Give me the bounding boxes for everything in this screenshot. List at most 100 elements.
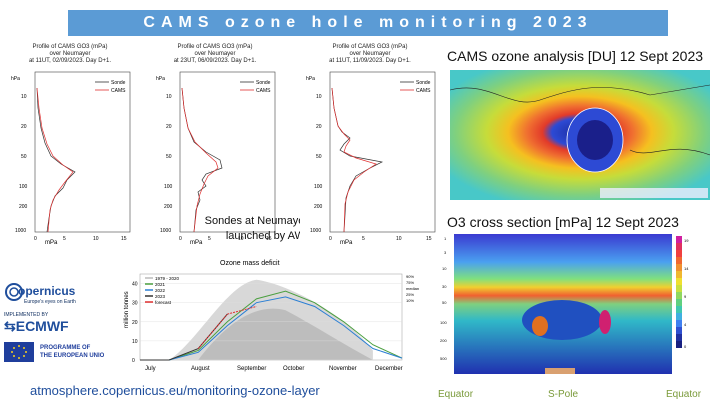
y-tick: 200 <box>314 204 323 210</box>
x-tick: 0 <box>329 236 332 242</box>
deficit-chart-panel: Ozone mass deficit 0 10 20 30 40 July August Se… <box>120 260 420 380</box>
x-tick: 10 <box>396 236 402 242</box>
sonde-line <box>181 87 223 233</box>
svg-text:30: 30 <box>442 284 447 289</box>
profile-panel-2: Profile of CAMS GO3 (mPa) over Neumayer at… <box>150 44 308 246</box>
y-unit-label: hPa <box>156 76 165 82</box>
x-tick: 5 <box>63 236 66 242</box>
y-tick: 20 <box>316 124 322 130</box>
x-unit-label: mPa <box>340 240 353 246</box>
copernicus-tagline: Europe's eyes on Earth <box>24 299 76 305</box>
month-label: September <box>237 366 266 372</box>
legend-cams: CAMS <box>256 88 271 94</box>
profile-title-1: Profile of CAMS GO3 (mPa) over Neumayer at… <box>28 44 112 64</box>
series-line-forecast <box>197 306 257 349</box>
analysis-title: CAMS ozone analysis [DU] 12 Sept 2023 <box>447 48 704 64</box>
legend-label: 2022 <box>155 288 166 293</box>
svg-text:1: 1 <box>444 236 447 241</box>
profile-title-2: Profile of CAMS GO3 (mPa) over Neumayer at… <box>173 44 257 64</box>
y-axis-label: million tonnes <box>124 291 130 328</box>
legend-label: 1979 - 2020 <box>155 276 180 281</box>
cross-section-chart: 1 3 10 30 50 100 200 500 19 14 9 4 0 <box>440 234 689 374</box>
month-label: October <box>283 366 304 372</box>
x-unit-label: mPa <box>190 240 203 246</box>
sonde-line <box>36 87 76 233</box>
month-label: November <box>329 366 357 372</box>
svg-text:0: 0 <box>684 344 687 349</box>
percentile-label: median <box>406 286 419 291</box>
svg-text:14: 14 <box>684 266 689 271</box>
series-line-2022 <box>140 296 403 361</box>
copernicus-logo: opernicus Europe's eyes on Earth <box>4 280 114 310</box>
s-pole-label: S-Pole <box>548 389 579 400</box>
y-tick-label: 10 <box>132 339 138 345</box>
cams-line <box>36 87 74 233</box>
equator-right-label: Equator <box>666 389 702 400</box>
cross-section-y-axis: 1 3 10 30 50 100 200 500 <box>440 236 447 361</box>
sonde-line <box>331 87 384 233</box>
month-label: August <box>191 366 210 372</box>
svg-text:4: 4 <box>684 322 687 327</box>
profile-panel-1: Profile of CAMS GO3 (mPa) over Neumayer at… <box>5 44 135 246</box>
profile-title-3: Profile of CAMS GO3 (mPa) over Neumayer at… <box>329 44 411 64</box>
x-tick: 5 <box>362 236 365 242</box>
x-tick: 10 <box>93 236 99 242</box>
ozone-analysis-map <box>450 70 710 200</box>
y-tick-label: 30 <box>132 301 138 307</box>
percentile-label: 90% <box>406 274 414 279</box>
cams-line <box>331 87 377 233</box>
profile-panel-3: Profile of CAMS GO3 (mPa) over Neumayer at… <box>300 44 440 246</box>
y-tick: 200 <box>164 204 173 210</box>
y-tick: 10 <box>21 94 27 100</box>
svg-text:3: 3 <box>444 250 447 255</box>
x-tick: 15 <box>266 236 272 242</box>
y-tick-label: 0 <box>132 358 135 364</box>
y-tick: 1000 <box>310 228 321 234</box>
y-unit-label: hPa <box>306 76 315 82</box>
percentile-label: 25% <box>406 292 414 297</box>
y-tick: 1000 <box>15 228 26 234</box>
legend-cams: CAMS <box>111 88 126 94</box>
deficit-title: Ozone mass deficit <box>220 260 280 267</box>
y-tick: 200 <box>19 204 28 210</box>
eu-programme: PROGRAMME OF THE EUROPEAN UNIO <box>40 345 105 359</box>
x-tick: 5 <box>208 236 211 242</box>
implemented-by: IMPLEMENTED BY <box>4 312 49 318</box>
x-tick: 10 <box>238 236 244 242</box>
legend-label: forecast <box>155 300 172 305</box>
website-link[interactable]: atmosphere.copernicus.eu/monitoring-ozon… <box>30 383 320 398</box>
page-title: CAMS ozone hole monitoring 2023 <box>68 10 668 36</box>
x-tick: 0 <box>34 236 37 242</box>
svg-text:10: 10 <box>442 266 447 271</box>
profile-chart-1: hPa 10 20 50 100 200 1000 0 5 10 15 Sond… <box>11 71 131 242</box>
series-line-2021 <box>140 290 403 361</box>
x-tick: 15 <box>121 236 127 242</box>
sondes-caption: Sondes at Neumayer launched by AWI <box>204 215 308 242</box>
legend-label: 2023 <box>155 294 166 299</box>
y-tick: 100 <box>314 184 323 190</box>
x-tick: 0 <box>179 236 182 242</box>
cross-section-title: O3 cross section [mPa] 12 Sept 2023 <box>447 214 679 230</box>
ecmwf-logo: ⇆ECMWF <box>4 318 69 334</box>
colorbar: 19 14 9 4 0 <box>676 236 689 349</box>
svg-text:100: 100 <box>440 320 447 325</box>
deficit-chart: 0 10 20 30 40 July August September October Novem… <box>124 273 419 372</box>
y-tick: 20 <box>166 124 172 130</box>
y-tick: 100 <box>19 184 28 190</box>
y-tick: 50 <box>166 154 172 160</box>
copernicus-swirl-icon <box>5 283 23 301</box>
month-label: July <box>145 366 156 372</box>
y-unit-label: hPa <box>11 76 20 82</box>
y-tick: 50 <box>316 154 322 160</box>
svg-text:9: 9 <box>684 294 687 299</box>
y-tick: 10 <box>166 94 172 100</box>
x-tick: 15 <box>426 236 432 242</box>
y-tick: 1000 <box>160 228 171 234</box>
legend-cams: CAMS <box>416 88 431 94</box>
cams-line <box>181 87 219 233</box>
svg-text:19: 19 <box>684 238 689 243</box>
svg-text:500: 500 <box>440 356 447 361</box>
legend-sonde: Sonde <box>256 80 271 86</box>
svg-text:50: 50 <box>442 300 447 305</box>
y-tick: 20 <box>21 124 27 130</box>
